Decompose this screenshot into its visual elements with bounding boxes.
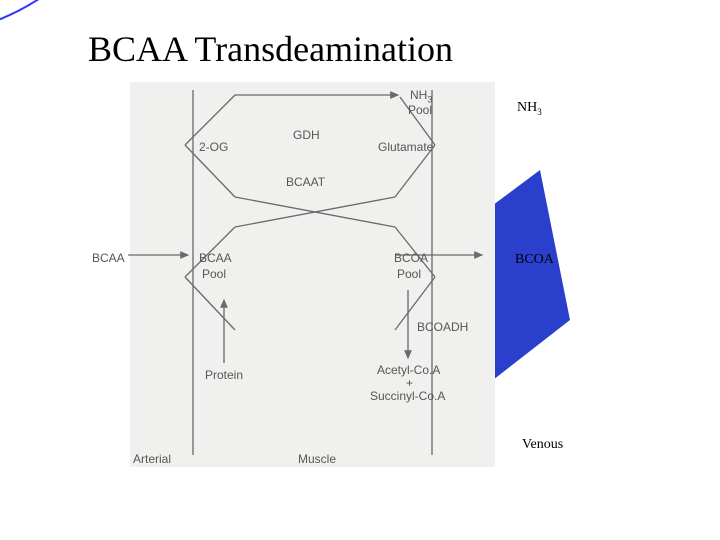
diagram-label: GDH [293,128,320,142]
diagram-label: BCOADH [417,320,468,334]
diagram-label: BCOA [515,252,554,268]
diagram-lines [0,0,720,540]
diagram-label: Succinyl-Co.A [370,389,445,403]
diagram-label: NH3 [410,88,432,104]
diagram-label: Pool [397,267,421,281]
diagram-label: BCAAT [286,175,325,189]
diagram-label: Pool [408,103,432,117]
diagram-label: Protein [205,368,243,382]
diagram-label: BCOA [394,251,428,265]
diagram-label: Venous [522,437,563,453]
diagram-label: Acetyl-Co.A [377,363,440,377]
diagram-label: + [406,376,413,390]
diagram-label: Pool [202,267,226,281]
diagram-label: 2-OG [199,140,228,154]
diagram-label: BCAA [199,251,232,265]
page-title: BCAA Transdeamination [88,28,453,70]
diagram-label: Arterial [133,452,171,466]
diagram-label: NH3 [517,100,542,117]
diagram-label: BCAA [92,251,125,265]
diagram-label: Muscle [298,452,336,466]
diagram-label: Glutamate [378,140,433,154]
